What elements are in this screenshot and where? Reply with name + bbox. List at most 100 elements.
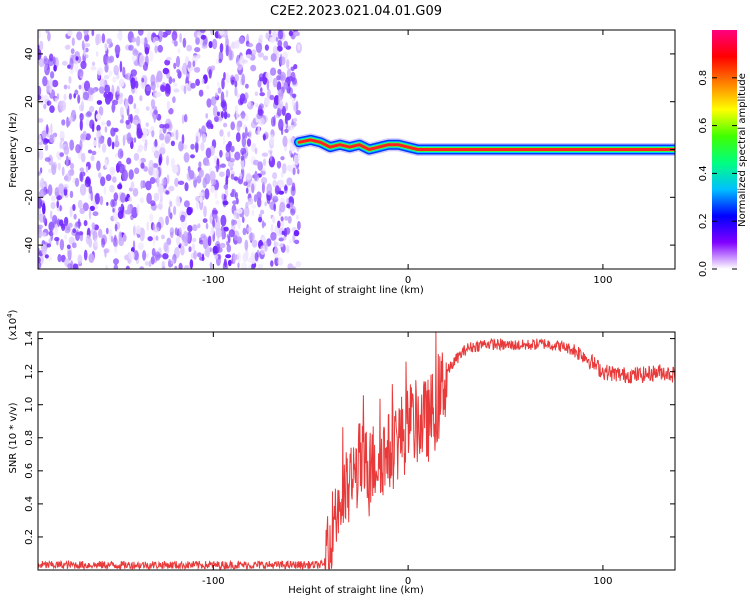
noise-blob: [250, 264, 256, 269]
noise-blob: [117, 183, 123, 190]
noise-blob: [158, 30, 164, 38]
noise-blob: [63, 145, 70, 155]
noise-blob: [38, 57, 45, 68]
noise-blob: [114, 44, 121, 55]
noise-blob: [161, 234, 165, 240]
noise-blob: [163, 242, 168, 252]
noise-blob: [104, 159, 108, 169]
noise-blob: [79, 104, 84, 112]
noise-blob: [196, 30, 200, 39]
noise-blob: [43, 138, 50, 143]
noise-blob: [176, 235, 181, 246]
colorbar-tick-label: 0.0: [698, 261, 709, 277]
noise-blob: [201, 78, 205, 85]
noise-blob: [139, 197, 144, 204]
noise-blob: [269, 94, 275, 101]
noise-blob: [281, 105, 286, 116]
noise-blob: [247, 100, 252, 107]
noise-blob: [136, 203, 140, 215]
noise-blob: [79, 207, 85, 215]
noise-blob: [292, 117, 298, 123]
noise-blob: [99, 195, 104, 206]
noise-blob: [126, 132, 132, 145]
noise-blob: [164, 85, 171, 97]
noise-blob: [271, 216, 276, 224]
noise-blob: [159, 133, 165, 141]
noise-blob: [140, 180, 143, 190]
noise-blob: [208, 41, 213, 49]
noise-blob: [296, 214, 299, 220]
noise-blob: [279, 56, 286, 66]
noise-blob: [220, 111, 224, 119]
noise-blob: [212, 218, 216, 229]
noise-blob: [245, 201, 249, 209]
noise-blob: [113, 258, 119, 265]
noise-blob: [145, 253, 149, 259]
noise-blob: [141, 134, 146, 143]
noise-blob: [286, 58, 290, 69]
noise-blob: [183, 114, 188, 123]
noise-blob: [210, 178, 217, 186]
noise-blob: [62, 60, 68, 66]
noise-blob: [156, 81, 160, 89]
noise-blob: [50, 123, 53, 136]
noise-blob: [68, 93, 72, 100]
noise-blob: [177, 48, 181, 54]
noise-blob: [104, 126, 108, 133]
noise-blob: [255, 103, 259, 108]
noise-blob: [88, 149, 92, 154]
noise-blob: [183, 152, 190, 163]
noise-blob: [287, 125, 292, 131]
noise-blob: [96, 124, 101, 132]
spectrogram-ylabel: Frequency (Hz): [8, 112, 19, 188]
noise-blob: [273, 115, 276, 127]
noise-blob: [237, 262, 240, 269]
noise-blob: [219, 242, 226, 249]
noise-blob: [165, 215, 170, 226]
noise-blob: [277, 220, 281, 229]
noise-blob: [138, 30, 144, 36]
noise-blob: [56, 200, 59, 209]
noise-blob: [53, 64, 57, 72]
noise-blob: [96, 160, 101, 172]
noise-blob: [288, 239, 292, 244]
noise-blob: [75, 231, 80, 241]
noise-blob: [261, 220, 265, 229]
noise-blob: [128, 114, 133, 123]
noise-blob: [118, 78, 125, 88]
noise-blob: [290, 124, 295, 131]
noise-blob: [67, 263, 73, 269]
noise-blob: [236, 252, 241, 263]
noise-blob: [208, 69, 212, 79]
noise-blob: [148, 260, 152, 268]
noise-blob: [205, 121, 212, 128]
noise-blob: [41, 232, 47, 237]
noise-blob: [48, 221, 55, 232]
noise-blob: [174, 177, 179, 187]
noise-blob: [175, 129, 179, 141]
noise-blob: [118, 94, 123, 105]
noise-blob: [195, 36, 200, 45]
noise-blob: [98, 139, 101, 149]
noise-blob: [135, 225, 141, 235]
noise-blob: [42, 203, 46, 215]
noise-blob: [53, 56, 56, 67]
noise-blob: [195, 141, 199, 153]
noise-blob: [157, 44, 163, 53]
noise-blob: [243, 181, 248, 186]
noise-blob: [286, 177, 293, 186]
noise-blob: [48, 238, 52, 245]
noise-blob: [59, 152, 64, 158]
noise-blob: [247, 42, 254, 48]
noise-blob: [234, 40, 240, 49]
noise-blob: [85, 166, 89, 173]
noise-blob: [83, 30, 89, 36]
noise-blob: [205, 147, 212, 159]
snr-ytick-label: 0.6: [24, 463, 35, 479]
noise-blob: [277, 89, 284, 97]
noise-blob: [260, 87, 263, 93]
noise-blob: [94, 238, 98, 247]
noise-blob: [50, 231, 54, 242]
noise-blob: [113, 210, 119, 222]
